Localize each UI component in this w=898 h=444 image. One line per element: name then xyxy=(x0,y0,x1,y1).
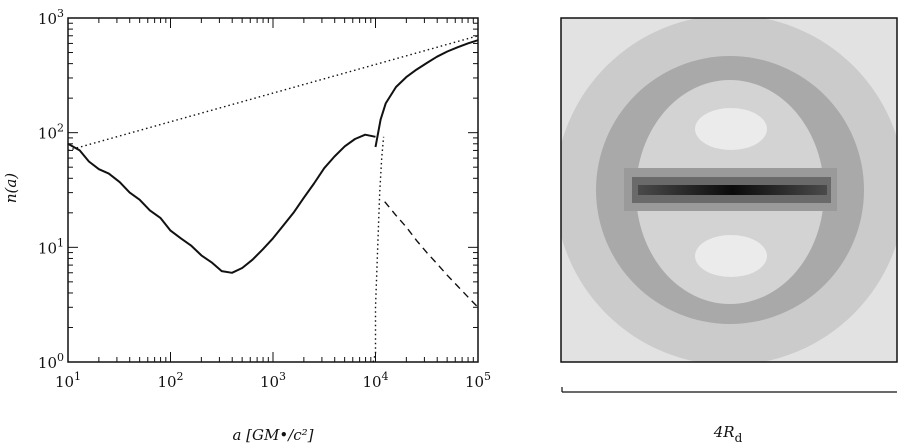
scale-bar-label: 4Rd xyxy=(713,423,743,444)
y-axis-label: n(a) xyxy=(2,173,20,203)
x-axis-label: a [GM•/c²] xyxy=(232,426,313,444)
density-map xyxy=(561,18,897,362)
y-tick-label: 102 xyxy=(38,122,64,143)
left-plot-series-group xyxy=(67,35,479,363)
series-solid-1 xyxy=(374,39,479,148)
series-solid-0 xyxy=(67,133,376,274)
x-tick-label: 102 xyxy=(157,370,183,391)
series-dotted-2 xyxy=(67,35,479,152)
y-tick-label: 101 xyxy=(38,236,64,257)
series-dotted-3 xyxy=(372,136,385,363)
density-disk-core xyxy=(638,185,827,195)
right-panel-frame xyxy=(560,17,898,363)
left-plot-ticks xyxy=(67,17,479,363)
series-dashed-4 xyxy=(384,201,479,308)
x-tick-label: 105 xyxy=(465,370,491,391)
y-tick-label: 103 xyxy=(38,7,64,28)
right-density-panel: 4Rd xyxy=(560,17,898,444)
density-lower-lobe xyxy=(695,235,767,277)
x-tick-label: 101 xyxy=(55,370,81,391)
x-tick-label: 103 xyxy=(260,370,286,391)
y-tick-label: 100 xyxy=(38,351,64,372)
density-upper-lobe xyxy=(695,108,767,150)
x-tick-label: 104 xyxy=(362,370,388,391)
